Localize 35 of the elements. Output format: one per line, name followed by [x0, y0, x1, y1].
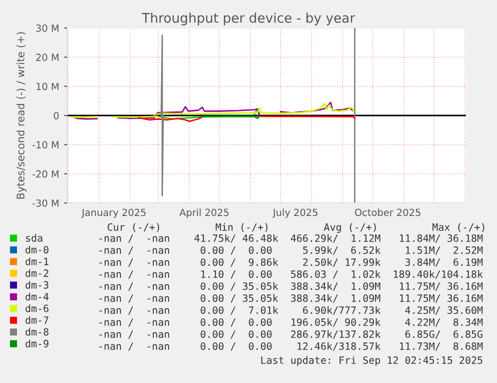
x-tick-label: July 2025 — [272, 208, 318, 218]
legend-label: dm-1 — [26, 258, 48, 266]
legend-label: dm-3 — [26, 280, 48, 289]
text: -nan / -nan 0.00 / 9.86k 2.50k/ 17.99k 3.84M/ 6.19M — [99, 258, 483, 267]
legend-label: sda — [26, 234, 42, 242]
chart-title: Throughput per device - by year — [142, 12, 356, 26]
text: Last update: Fri Sep 12 02:45:15 2025 — [261, 356, 482, 366]
y-axis-title: Bytes/second read (-) / write (+) — [16, 32, 26, 199]
legend-label: dm-8 — [26, 328, 48, 336]
y-tick-label: 0 — [54, 112, 59, 120]
legend-label: dm-6 — [26, 304, 48, 312]
text: -nan / -nan 0.00 / 35.05k 388.34k/ 1.09M 11.75M/ 36.16M — [99, 282, 483, 291]
legend-label: dm-9 — [26, 340, 48, 348]
legend-label: dm-4 — [26, 292, 49, 300]
legend-label: dm-2 — [26, 269, 48, 277]
y-tick-label: -10 M — [32, 141, 58, 148]
y-tick-label: 20 M — [36, 54, 58, 61]
text: -nan / -nan 0.00 / 0.00 196.05k/ 90.29k 4.22M/ 8.34M — [99, 318, 483, 327]
text: Cur (-/+) Min (-/+) Avg (-/+) Max (-/+) — [108, 223, 484, 233]
text: -nan / -nan 0.00 / 35.05k 388.34k/ 1.09M 11.75M/ 36.16M — [99, 294, 483, 303]
x-tick-label: October 2025 — [354, 208, 420, 216]
text: -nan / -nan 41.75k/ 46.48k 466.29k/ 1.12M 11.84M/ 36.18M — [99, 234, 483, 243]
text: -nan / -nan 0.00 / 0.00 5.99k/ 6.52k 1.51M/ 2.52M — [99, 246, 483, 255]
y-tick-label: -30 M — [32, 199, 58, 207]
legend-label: dm-7 — [26, 316, 48, 324]
x-tick-label: January 2025 — [81, 208, 146, 218]
legend-label: dm-0 — [26, 246, 48, 254]
x-tick-label: April 2025 — [179, 208, 229, 218]
text: -nan / -nan 0.00 / 7.01k 6.90k/777.73k 4.25M/ 35.60M — [99, 306, 483, 315]
text: -nan / -nan 0.00 / 0.00 12.46k/318.57k 11.73M/ 8.68M — [99, 342, 483, 351]
text: -nan / -nan 0.00 / 0.00 286.97k/137.82k 6.85G/ 6.85G — [99, 330, 482, 339]
y-tick-label: 10 M — [36, 82, 58, 90]
y-tick-label: -20 M — [32, 170, 58, 178]
text: -nan / -nan 1.10 / 0.00 586.03 / 1.02k 189.40k/104.18k — [99, 270, 483, 279]
y-tick-label: 30 M — [36, 24, 58, 32]
